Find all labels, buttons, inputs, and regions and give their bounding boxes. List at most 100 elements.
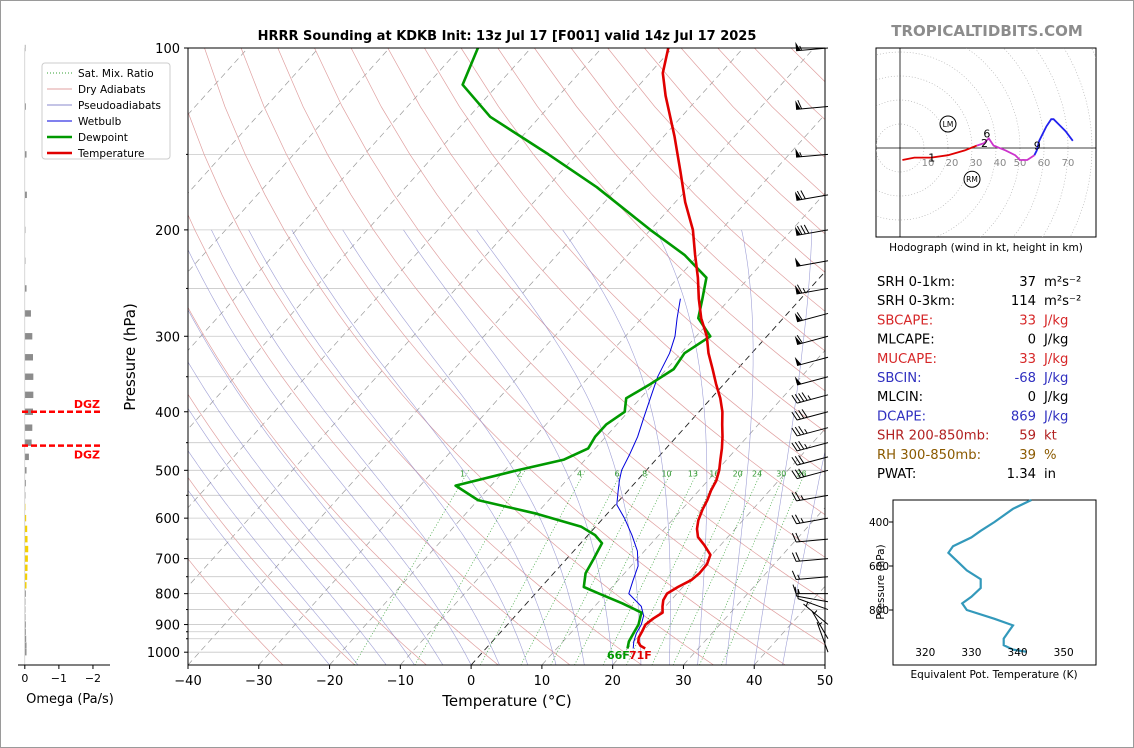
omega-bar xyxy=(24,642,27,649)
omega-bar xyxy=(24,285,27,292)
barb-shaft xyxy=(796,312,829,323)
mixing-ratio-label: 10 xyxy=(661,470,671,479)
chart-legend: Sat. Mix. Ratio Dry Adiabats Pseudoadiabat… xyxy=(41,62,171,160)
moist-adiabat xyxy=(188,407,387,665)
dry-adiabat xyxy=(314,48,825,602)
barb-half-flag xyxy=(805,601,809,607)
barb-flag xyxy=(798,468,805,478)
stat-unit: J/kg xyxy=(1043,409,1068,424)
theta-e-xtick-label: 340 xyxy=(1008,647,1028,659)
omega-bar xyxy=(24,44,26,52)
isotherm-line xyxy=(188,48,673,587)
legend-label: Temperature xyxy=(77,148,145,160)
barb-flag xyxy=(795,532,801,542)
chart-title: HRRR Sounding at KDKB Init: 13z Jul 17 [… xyxy=(258,29,757,44)
hodo-trace xyxy=(976,136,1035,161)
moist-adiabat xyxy=(211,229,500,665)
omega-bar xyxy=(24,354,33,361)
omega-bar xyxy=(24,621,26,628)
stat-label: MLCIN: xyxy=(877,390,923,405)
x-tick-label: −20 xyxy=(316,674,343,689)
y-tick-label: 1000 xyxy=(147,646,180,661)
hodo-ring-label: 10 xyxy=(922,158,935,169)
legend-label: Wetbulb xyxy=(78,116,122,128)
skewt-background-lines: 1 2 4 6 8 10 13 16 20 24 30 36 xyxy=(188,48,825,665)
moist-adiabat xyxy=(188,489,330,665)
mixing-ratio-label: 36 xyxy=(796,470,806,479)
barb-shaft xyxy=(796,576,829,580)
theta-e-ytick-label: 800 xyxy=(869,605,889,617)
theta-e-xtick-label: 350 xyxy=(1054,647,1074,659)
stat-value: 1.34 xyxy=(1007,467,1036,482)
barb-flag xyxy=(791,552,797,562)
barb-flag xyxy=(801,392,808,401)
surface-temperature-label: 71F xyxy=(629,649,652,662)
barb-flag xyxy=(791,456,798,466)
isotherm-line xyxy=(470,271,825,665)
dry-adiabat xyxy=(188,558,284,665)
omega-bar xyxy=(24,525,28,533)
theta-e-panel: 400 600 800 320 330 340 350 Equivalent Pot. Te… xyxy=(869,499,1097,681)
omega-bar xyxy=(24,391,34,399)
hodo-height-label: 9 xyxy=(1034,140,1041,153)
barb-pennant xyxy=(794,356,802,366)
barb-half-flag xyxy=(817,622,823,626)
barb-half-flag xyxy=(804,429,808,434)
stat-label: MUCAPE: xyxy=(877,352,937,367)
hodo-ring-label: 60 xyxy=(1038,158,1051,169)
mixing-ratio-label: 20 xyxy=(733,470,743,479)
y-tick-label: 600 xyxy=(155,512,180,527)
barb-pennant xyxy=(794,335,802,345)
wind-barb xyxy=(794,312,829,323)
wind-barb xyxy=(795,99,829,110)
barb-flag xyxy=(796,334,803,344)
stat-unit: J/kg xyxy=(1043,390,1068,405)
barb-flag xyxy=(796,225,803,235)
omega-bar xyxy=(24,573,28,580)
moist-adiabat xyxy=(291,229,557,665)
barb-flag xyxy=(791,492,797,502)
barb-shaft xyxy=(796,442,829,452)
wetbulb-line xyxy=(616,298,681,649)
omega-bar xyxy=(24,467,27,474)
mixing-ratio-label: 4 xyxy=(577,470,582,479)
barb-pennant xyxy=(794,313,802,322)
stat-unit: m²s⁻² xyxy=(1044,294,1081,309)
barb-flag xyxy=(794,441,801,451)
hodo-ring-label: 20 xyxy=(946,158,959,169)
barb-flag xyxy=(791,394,798,404)
storm-motion-label: RM xyxy=(966,175,978,184)
omega-bar xyxy=(24,424,33,431)
stat-value: 33 xyxy=(1019,352,1036,367)
mixing-ratio-line xyxy=(414,470,526,665)
dry-adiabat xyxy=(497,48,825,392)
omega-bar xyxy=(24,582,27,589)
theta-e-plot: 400 600 800 320 330 340 350 xyxy=(869,499,1074,659)
stat-value: 0 xyxy=(1028,390,1036,405)
barb-flag xyxy=(798,410,805,419)
barb-shaft xyxy=(796,260,829,267)
barb-flag xyxy=(796,190,803,200)
hodo-ring-label: 50 xyxy=(1014,158,1027,169)
wind-barb xyxy=(791,491,829,502)
wind-barb xyxy=(791,514,829,525)
y-tick-label: 500 xyxy=(155,464,180,479)
dry-adiabat xyxy=(188,306,499,665)
moist-adiabat xyxy=(248,229,528,665)
barb-half-flag xyxy=(807,395,812,400)
barb-flag xyxy=(797,99,803,110)
barb-half-flag xyxy=(800,495,804,500)
hodograph-plot: 10 20 30 40 50 60 70 1 26 9 LM RM xyxy=(876,48,1096,237)
y-tick-label: 800 xyxy=(155,588,180,603)
wind-barb xyxy=(791,570,829,580)
barb-half-flag xyxy=(800,518,804,523)
stat-value: 37 xyxy=(1019,275,1036,290)
moist-adiabat xyxy=(403,229,613,665)
omega-bar xyxy=(24,628,26,635)
wind-barb xyxy=(794,284,829,295)
hodograph-frame xyxy=(875,47,1097,238)
mixing-ratio-line xyxy=(479,470,586,665)
barb-flag xyxy=(795,552,801,562)
barb-shaft xyxy=(796,356,829,367)
stat-unit: J/kg xyxy=(1043,333,1068,348)
